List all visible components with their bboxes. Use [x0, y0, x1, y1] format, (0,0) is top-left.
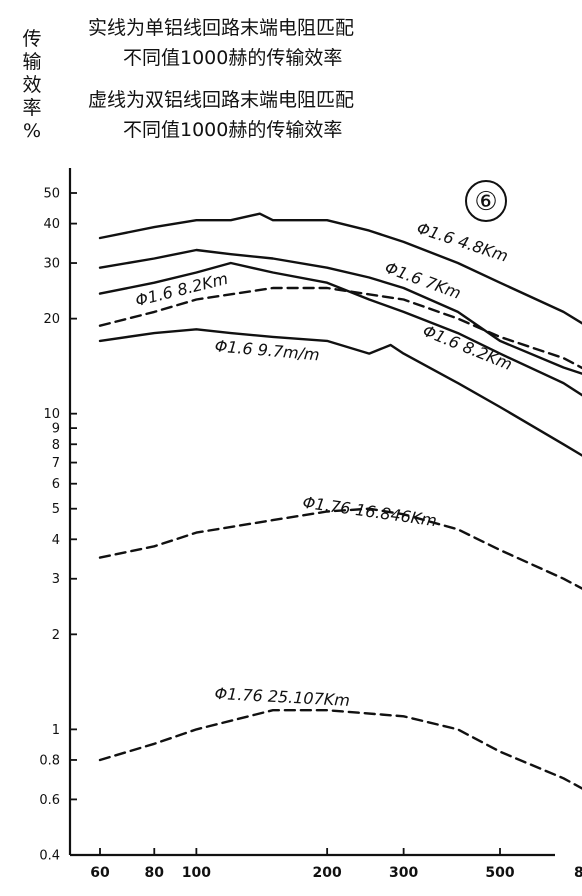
x-tick-label: 200	[313, 865, 342, 881]
x-tick-label: 60	[90, 865, 110, 881]
x-tick-label: 500	[485, 865, 514, 881]
series-label: Φ1.76 25.107Km	[214, 684, 350, 710]
series-group	[98, 212, 582, 790]
y-tick-label: 1	[52, 723, 60, 738]
y-tick-label: 6	[52, 477, 60, 492]
note-line-3: 虚线为双铝线回路末端电阻匹配	[88, 89, 354, 111]
y-tick-label: 30	[43, 257, 60, 272]
x-ticks: 60801002003005008001K(Ω)	[90, 848, 582, 881]
y-tick-label: 3	[52, 572, 60, 587]
y-tick-label: 0.6	[39, 793, 60, 808]
y-tick-label: 40	[43, 217, 60, 232]
y-tick-label: 50	[43, 187, 60, 202]
y-tick-label: 0.4	[39, 849, 60, 864]
y-tick-label: 9	[52, 422, 60, 437]
series-line-2	[98, 248, 582, 375]
y-tick-label: 2	[52, 628, 60, 643]
note-line-2: 不同值1000赫的传输效率	[123, 47, 342, 69]
series-label: Φ1.6 4.8Km	[415, 218, 511, 265]
x-tick-label: 300	[389, 865, 418, 881]
ylabel-char-4: 率	[22, 97, 41, 119]
series-line-4	[98, 328, 582, 457]
y-tick-label: 8	[52, 438, 60, 453]
ylabel-char-2: 输	[22, 51, 41, 73]
ylabel-char-3: 效	[22, 74, 41, 96]
y-tick-label: 5	[52, 502, 60, 517]
y-tick-label: 4	[52, 533, 60, 548]
series-line-7	[98, 709, 582, 790]
x-tick-label: 800	[574, 865, 582, 881]
series-label: Φ1.6 9.7m/m	[214, 336, 320, 364]
y-tick-label: 20	[43, 312, 60, 327]
ylabel-char-1: 传	[22, 28, 41, 50]
y-tick-label: 0.8	[39, 753, 60, 768]
note-line-4: 不同值1000赫的传输效率	[123, 119, 342, 141]
y-tick-label: 10	[43, 407, 60, 422]
y-tick-label: 7	[52, 456, 60, 471]
x-tick-label: 80	[145, 865, 165, 881]
ylabel-char-5: %	[23, 120, 41, 142]
series-label: Φ1.76 16.846Km	[301, 493, 438, 531]
series-label: Φ1.6 8.2Km	[420, 321, 515, 374]
figure-number-badge: ⑥	[474, 187, 497, 217]
series-line-3	[98, 261, 582, 397]
series-line-1	[98, 212, 582, 325]
x-tick-label: 100	[182, 865, 211, 881]
note-line-1: 实线为单铝线回路末端电阻匹配	[88, 17, 354, 39]
series-line-6	[98, 507, 582, 590]
figure-number-circle	[465, 180, 507, 222]
